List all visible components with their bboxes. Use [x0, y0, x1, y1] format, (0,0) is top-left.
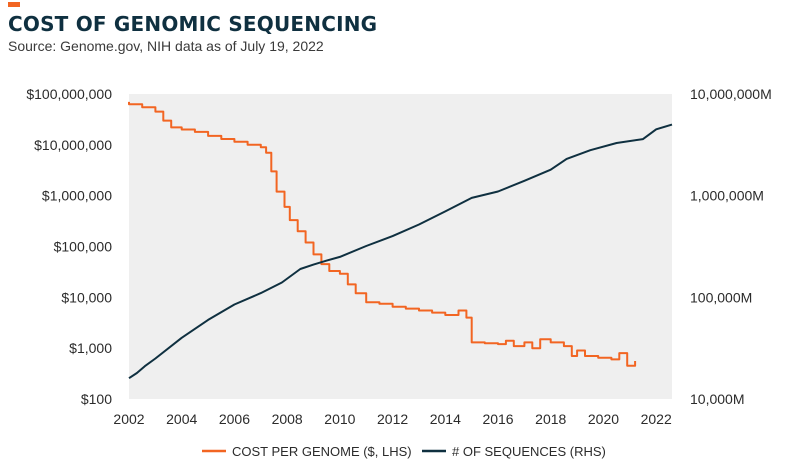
left-tick-label: $100,000 — [54, 239, 113, 255]
x-tick-label: 2002 — [113, 411, 144, 427]
right-tick-label: 10,000M — [690, 391, 744, 407]
x-tick-label: 2012 — [377, 411, 408, 427]
right-tick-label: 100,000M — [690, 289, 752, 305]
left-tick-label: $10,000 — [61, 289, 112, 305]
legend-label: # OF SEQUENCES (RHS) — [452, 444, 606, 459]
left-tick-label: $100,000,000 — [26, 86, 112, 102]
sequences-line — [128, 123, 673, 380]
x-tick-label: 2010 — [324, 411, 355, 427]
cost-per-genome-line — [128, 101, 637, 367]
x-tick-label: 2014 — [430, 411, 461, 427]
right-axis: 10,000M 100,000M 1,000,000M 10,000,000M — [690, 86, 772, 407]
x-tick-label: 2022 — [641, 411, 672, 427]
legend: COST PER GENOME ($, LHS) # OF SEQUENCES (… — [202, 444, 606, 459]
x-tick-label: 2016 — [482, 411, 513, 427]
right-tick-label: 10,000,000M — [690, 86, 772, 102]
x-axis: 2002 2004 2006 2008 2010 2012 2014 2016 2018 2020… — [113, 411, 672, 427]
series-layer — [128, 101, 673, 380]
x-tick-label: 2008 — [272, 411, 303, 427]
x-tick-label: 2006 — [219, 411, 250, 427]
chart-subtitle: Source: Genome.gov, NIH data as of July … — [8, 38, 324, 54]
accent-bar — [8, 2, 20, 7]
x-tick-label: 2020 — [588, 411, 619, 427]
chart-title: COST OF GENOMIC SEQUENCING — [8, 12, 378, 36]
x-tick-label: 2018 — [535, 411, 566, 427]
legend-label: COST PER GENOME ($, LHS) — [232, 444, 412, 459]
right-tick-label: 1,000,000M — [690, 188, 764, 204]
left-tick-label: $10,000,000 — [34, 137, 112, 153]
x-tick-label: 2004 — [166, 411, 197, 427]
left-axis: $100 $1,000 $10,000 $100,000 $1,000,000 $10,0… — [26, 86, 112, 407]
left-tick-label: $1,000 — [69, 340, 112, 356]
plot-area — [129, 94, 672, 399]
left-tick-label: $100 — [81, 391, 112, 407]
left-tick-label: $1,000,000 — [42, 188, 112, 204]
